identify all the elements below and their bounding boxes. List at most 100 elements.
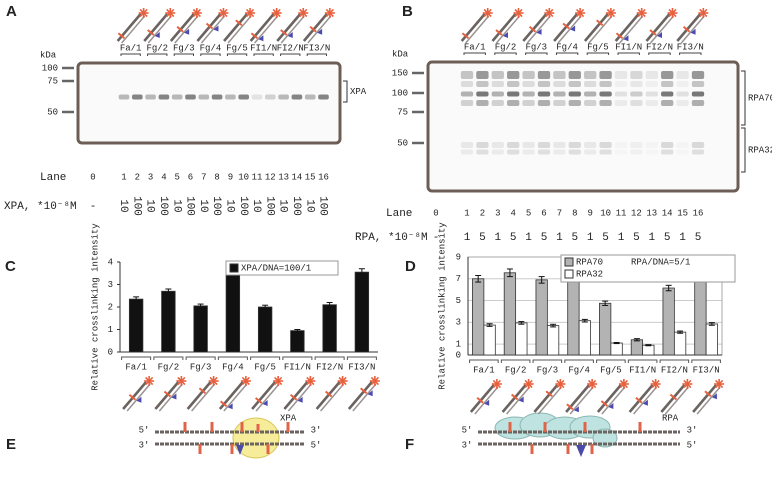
star (683, 379, 692, 389)
dna-strand (649, 15, 675, 44)
error-bar (358, 268, 365, 276)
band (491, 71, 504, 79)
dna-strand (251, 381, 277, 410)
band (568, 149, 581, 155)
category-bracket (121, 356, 152, 360)
group-label: Fg/4 (200, 43, 222, 53)
y-tick-label: 5 (456, 296, 461, 306)
conc-value: 100 (210, 196, 222, 216)
lesion (250, 32, 259, 40)
adduct (573, 406, 579, 413)
conc-value: 10 (117, 199, 129, 212)
dna-strand (601, 386, 626, 415)
error-bar (475, 275, 482, 283)
lane-number: 16 (318, 172, 329, 182)
band (630, 71, 643, 79)
lane-number: 9 (587, 208, 592, 218)
dna-icon (676, 8, 709, 44)
band (630, 100, 643, 106)
lesion (147, 29, 155, 36)
conc-value: 10 (223, 199, 235, 212)
strand-end: 3′ (687, 425, 698, 435)
legend-swatch (229, 263, 239, 273)
adduct (262, 400, 268, 407)
dna-icon (122, 376, 155, 412)
band (676, 81, 689, 87)
band (507, 91, 520, 97)
lane-number: 10 (600, 208, 611, 218)
category-bracket (500, 359, 531, 363)
panel-label: E (6, 436, 16, 453)
band (225, 94, 236, 100)
lesion (615, 32, 624, 40)
group-bracket (306, 53, 327, 56)
star (299, 8, 308, 18)
group-label: FI1/N (250, 43, 277, 53)
band (645, 81, 658, 87)
band (584, 100, 597, 106)
x-tick-label: FI2/N (661, 365, 688, 375)
dna-strand (158, 383, 183, 412)
star (145, 376, 154, 386)
band (676, 150, 688, 155)
band (661, 71, 674, 79)
y-axis-label: Relative crosslinking intensity (90, 223, 100, 391)
error-bar (197, 303, 204, 309)
lesion-marks (508, 422, 642, 454)
x-tick-label: FI3/N (348, 362, 375, 372)
lesion (219, 400, 228, 408)
lesion (566, 403, 574, 411)
error-bar (708, 322, 715, 326)
lesion (205, 22, 214, 30)
group-bracket (147, 53, 168, 56)
lane-number: 13 (646, 208, 657, 218)
star (492, 379, 501, 389)
band (630, 149, 643, 155)
adduct (608, 403, 614, 410)
conc-value: 100 (157, 196, 169, 216)
marker-label: 100 (42, 63, 58, 73)
adduct (154, 32, 160, 39)
y-tick-label: 0 (108, 347, 113, 357)
band (537, 100, 551, 106)
category-bracket (314, 356, 345, 360)
band (158, 94, 170, 100)
band (568, 100, 581, 106)
x-tick-label: Fg/5 (600, 365, 622, 375)
conc-value: 10 (197, 199, 209, 212)
marker-label: 50 (397, 138, 408, 148)
band (476, 149, 489, 155)
panel-label: D (405, 258, 416, 275)
category-bracket (691, 359, 721, 363)
lane-number: 12 (631, 208, 642, 218)
star (325, 8, 334, 18)
star (177, 376, 186, 386)
band (691, 71, 705, 79)
legend-swatch (564, 269, 574, 279)
bracket (741, 127, 746, 173)
group-bracket (226, 53, 248, 56)
band (185, 94, 196, 100)
error-bar (677, 330, 684, 334)
x-tick-label: Fa/1 (473, 365, 495, 375)
lane-number: 1 (121, 172, 126, 182)
group-label: FI2/N (277, 43, 304, 53)
adduct (711, 393, 717, 400)
error-bar (165, 288, 172, 294)
lane-number: 4 (161, 172, 166, 182)
group-label: Fg/2 (495, 42, 517, 52)
lane-number: 0 (90, 172, 95, 182)
dna-icon (143, 8, 176, 44)
band (691, 91, 705, 97)
band (614, 100, 628, 106)
lane-number: 14 (662, 208, 673, 218)
dna-icon (169, 8, 202, 44)
bracket (741, 70, 746, 126)
dna-strand (522, 13, 548, 42)
error-bar (326, 302, 333, 308)
dna-icon (154, 376, 187, 412)
error-bar (633, 338, 640, 342)
band-label: RPA32 (748, 145, 772, 155)
band (304, 94, 316, 100)
dna-icon (223, 8, 256, 44)
